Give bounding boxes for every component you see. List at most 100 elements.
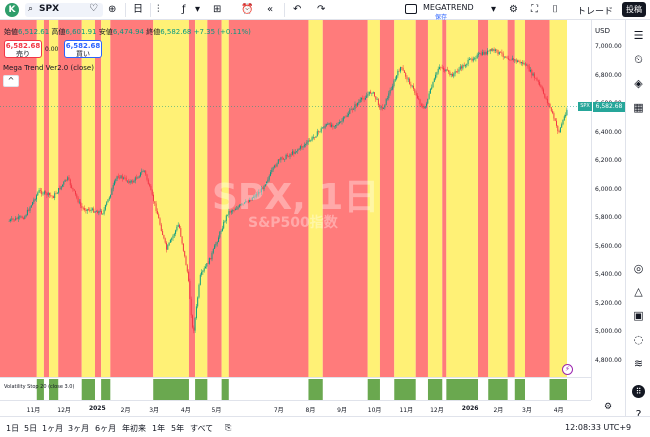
price-tick: 5,800.00 — [595, 214, 622, 222]
candle-body — [390, 89, 392, 91]
date-range-icon[interactable]: ⎘ — [225, 423, 232, 432]
candle-body — [33, 199, 35, 203]
period-button[interactable]: 1年 — [152, 424, 166, 433]
interval-button[interactable]: 日 — [133, 4, 143, 15]
candle-body — [262, 187, 264, 190]
time-axis-settings-icon[interactable]: ⚙ — [604, 402, 613, 412]
candle-body — [488, 50, 490, 52]
period-button[interactable]: 3ヶ月 — [68, 424, 90, 433]
indicators-icon[interactable]: ƒ — [182, 4, 186, 15]
price-axis[interactable]: USD 7,000.006,800.006,600.006,400.006,20… — [591, 20, 625, 400]
sell-button[interactable]: 6,582.68 売り — [4, 40, 42, 58]
candle-body — [275, 165, 277, 167]
candle-body — [428, 93, 430, 99]
candle-body — [449, 71, 451, 76]
candle-body — [345, 116, 347, 118]
candle-body — [438, 67, 440, 69]
watchlist-icon[interactable]: ☰ — [633, 29, 644, 42]
candle-body — [195, 306, 197, 318]
candle-body — [411, 85, 413, 87]
broadcast-icon[interactable]: ≋ — [633, 357, 644, 370]
currency-label[interactable]: USD — [595, 27, 610, 35]
candle-body — [110, 194, 112, 198]
alert-icon[interactable]: ⏰ — [241, 4, 254, 15]
more-apps-icon[interactable]: ⠿ — [632, 385, 645, 398]
alarm-clock-icon[interactable]: ⏲ — [634, 53, 643, 66]
layout-chevron-icon[interactable]: ▾ — [491, 4, 497, 15]
trend-zone-bull — [367, 20, 380, 377]
undo-icon[interactable]: ↶ — [293, 4, 302, 15]
period-button[interactable]: 6ヶ月 — [95, 424, 117, 433]
buy-button[interactable]: 6,582.68 買い — [64, 40, 102, 58]
candle-body — [84, 208, 86, 210]
candle-body — [458, 69, 460, 72]
target-icon[interactable]: ◎ — [633, 262, 644, 275]
candle-body — [184, 250, 186, 257]
candle-body — [232, 210, 234, 212]
calendar-icon[interactable]: ▣ — [633, 309, 644, 322]
candle-body — [432, 81, 434, 88]
chart-type-icon[interactable]: ⫶ — [157, 4, 160, 15]
chevron-down-icon[interactable]: ▾ — [195, 4, 201, 15]
candle-body — [150, 185, 152, 191]
symbol-search[interactable]: ⌕ SPX ♡ — [25, 3, 103, 17]
candle-body — [141, 171, 143, 173]
period-button[interactable]: 5日 — [24, 424, 38, 433]
collapse-legend-button[interactable]: ^ — [3, 75, 19, 87]
period-button[interactable]: 1日 — [6, 424, 20, 433]
chart-pane[interactable] — [0, 20, 591, 420]
post-button[interactable]: 投稿 — [622, 2, 646, 17]
candle-body — [531, 69, 533, 76]
ideas-icon[interactable]: △ — [634, 285, 643, 298]
candle-body — [410, 84, 412, 87]
layout-selector[interactable]: MEGATREND 保存 — [405, 1, 495, 21]
candle-body — [305, 144, 307, 145]
period-button[interactable]: すべて — [190, 424, 214, 433]
chart-watermark-description: S&P500指数 — [248, 215, 338, 231]
candle-body — [268, 175, 270, 180]
candle-body — [423, 106, 425, 109]
user-avatar[interactable]: K — [5, 3, 19, 17]
camera-icon[interactable]: ⌷ — [552, 4, 558, 15]
price-tick: 5,200.00 — [595, 299, 622, 307]
clock[interactable]: 12:08:33 UTC+9 — [565, 423, 632, 432]
bolt-icon[interactable]: ⚡ — [562, 364, 573, 375]
period-button[interactable]: 1ヶ月 — [42, 424, 64, 433]
candle-body — [25, 215, 27, 217]
period-button[interactable]: 5年 — [171, 424, 185, 433]
price-chart[interactable] — [0, 20, 591, 420]
replay-icon[interactable]: « — [267, 4, 274, 15]
candle-body — [139, 172, 141, 177]
trend-zone-bear — [0, 20, 37, 377]
redo-icon[interactable]: ↷ — [317, 4, 326, 15]
candle-body — [35, 195, 37, 200]
candle-body — [419, 99, 421, 104]
candle-body — [98, 211, 100, 214]
data-window-icon[interactable]: ▦ — [633, 101, 644, 114]
candle-body — [472, 58, 474, 61]
favorite-icon[interactable]: ♡ — [89, 3, 98, 14]
layers-icon[interactable]: ◈ — [634, 77, 643, 90]
notifications-icon[interactable]: ◌ — [633, 333, 644, 346]
candle-body — [407, 78, 409, 80]
add-symbol-icon[interactable]: ⊕ — [108, 4, 117, 15]
period-button[interactable]: 年初来 — [122, 424, 146, 433]
candle-body — [272, 167, 274, 171]
candle-body — [461, 66, 463, 69]
candle-body — [212, 248, 214, 253]
candle-body — [230, 211, 232, 213]
help-icon[interactable]: ? — [635, 408, 642, 421]
templates-icon[interactable]: ⊞ — [213, 4, 222, 15]
fullscreen-icon[interactable]: ⛶ — [531, 4, 538, 15]
settings-icon[interactable]: ⚙ — [509, 4, 518, 15]
time-tick: 3月 — [522, 407, 532, 414]
price-tick: 6,200.00 — [595, 157, 622, 165]
candle-body — [462, 65, 464, 69]
candle-body — [406, 76, 408, 80]
sub-pane-label[interactable]: Volatility Stop 20 (close 3.0) — [4, 384, 75, 390]
candle-body — [211, 252, 213, 260]
candle-body — [529, 69, 531, 72]
time-axis[interactable]: 11月 12月 2025 2月 3月 4月 5月 7月 8月 9月 10月 11月 12月 2026 2月 3… — [0, 400, 591, 416]
trade-button[interactable]: トレード — [577, 7, 614, 17]
indicator-legend[interactable]: Mega Trend Ver2.0 (close) — [3, 64, 94, 72]
